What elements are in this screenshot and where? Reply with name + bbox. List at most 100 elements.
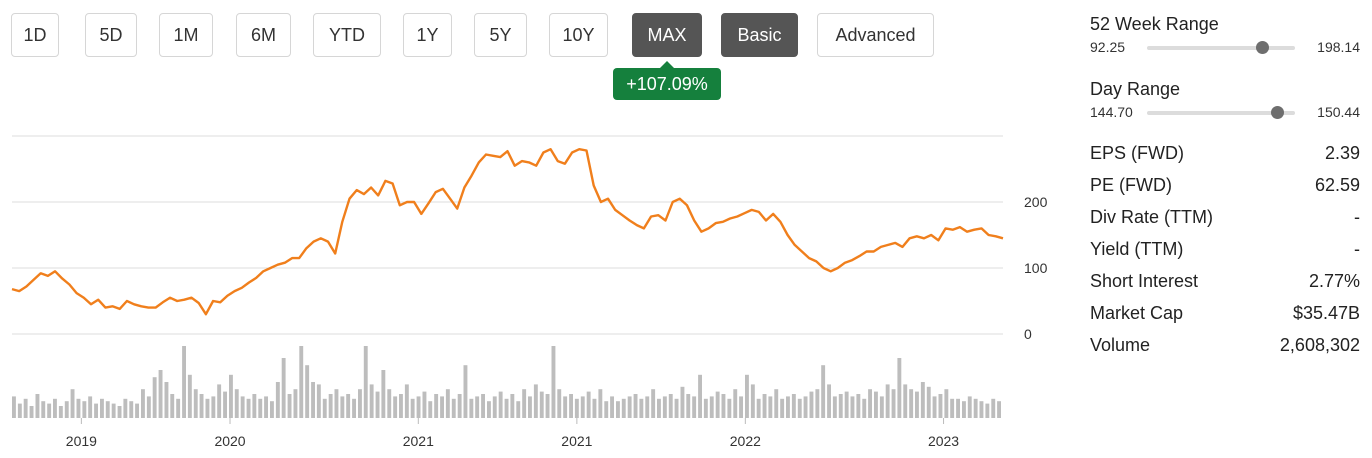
volume-bar [287, 394, 292, 418]
mode-basic-button[interactable]: Basic [721, 13, 798, 57]
volume-bar [944, 389, 949, 418]
volume-bar [369, 384, 374, 418]
volume-bar [926, 386, 931, 418]
volume-bar [733, 389, 738, 418]
volume-bar [258, 398, 263, 418]
volume-bar [721, 394, 726, 418]
volume-bar [58, 406, 63, 418]
volume-bar [962, 401, 966, 418]
volume-bar [668, 394, 673, 418]
day-high: 150.44 [1317, 104, 1360, 120]
volume-bar [135, 403, 139, 418]
volume-bar [698, 374, 702, 418]
volume-bar [270, 401, 274, 418]
volume-bar [557, 389, 562, 418]
volume-bar [862, 398, 867, 418]
volume-bar [182, 346, 186, 418]
range-6m-button[interactable]: 6M [236, 13, 291, 57]
volume-bar [305, 365, 310, 418]
volume-bar [803, 396, 808, 418]
volume-bar [463, 365, 468, 418]
volume-bar [692, 396, 697, 418]
volume-bar [217, 384, 222, 418]
x-tick-label: 2023 [928, 433, 959, 449]
stat-row: PE (FWD) 62.59 [1090, 175, 1360, 199]
volume-bar [563, 396, 568, 418]
volume-bar [123, 398, 128, 418]
volume-bar [504, 398, 509, 418]
volume-bar [141, 389, 145, 418]
volume-bar [627, 396, 632, 418]
volume-bar [358, 389, 362, 418]
volume-bar [275, 382, 280, 418]
week52-range-track [1147, 41, 1295, 54]
volume-bar [399, 394, 403, 418]
volume-bar [674, 398, 679, 418]
volume-bar [316, 384, 321, 418]
range-ytd-button[interactable]: YTD [313, 13, 381, 57]
volume-bar [574, 398, 579, 418]
volume-bar [938, 394, 943, 418]
volume-bar [897, 358, 902, 418]
stat-value: 2.39 [1324, 143, 1360, 163]
volume-bar [311, 382, 315, 418]
volume-bar [832, 396, 837, 418]
volume-bar [950, 398, 955, 418]
volume-bar [193, 389, 198, 418]
volume-bar [985, 403, 990, 418]
volume-bar [105, 401, 110, 418]
volume-bar [786, 396, 790, 418]
volume-bar [569, 394, 573, 418]
volume-bar [827, 384, 831, 418]
stat-row: Yield (TTM) - [1090, 239, 1360, 263]
stat-label: Div Rate (TTM) [1090, 207, 1213, 227]
volume-bar [487, 401, 491, 418]
range-1y-button[interactable]: 1Y [403, 13, 452, 57]
volume-bar [70, 389, 75, 418]
volume-bar [598, 389, 603, 418]
volume-bar [334, 389, 339, 418]
volume-bar [205, 398, 210, 418]
volume-bar [610, 396, 614, 418]
volume-bar [240, 396, 245, 418]
volume-bar [47, 403, 52, 418]
volume-bar [381, 370, 386, 418]
volume-bar [229, 374, 233, 418]
range-1d-button[interactable]: 1D [11, 13, 59, 57]
day-range-title: Day Range [1090, 79, 1181, 99]
volume-bar [780, 398, 785, 418]
volume-bar [932, 396, 937, 418]
volume-bar [838, 394, 843, 418]
volume-bar [791, 394, 796, 418]
volume-bar [709, 396, 714, 418]
stat-value: $35.47B [1292, 303, 1360, 323]
range-10y-button[interactable]: 10Y [549, 13, 608, 57]
volume-bar [146, 396, 151, 418]
volume-bar [727, 398, 732, 418]
volume-bar [657, 398, 661, 418]
volume-bar [768, 396, 773, 418]
volume-bar [434, 394, 439, 418]
mode-advanced-button[interactable]: Advanced [817, 13, 934, 57]
stat-value: 2.77% [1308, 271, 1360, 291]
volume-bar [363, 346, 368, 418]
range-max-button[interactable]: MAX [632, 13, 702, 57]
volume-bar [299, 346, 304, 418]
price-chart[interactable]: 0 100 200 2019 2020 2021 2021 2022 2023 [0, 120, 1060, 450]
volume-bar [616, 401, 620, 418]
volume-bar [745, 374, 749, 418]
volume-bar [516, 401, 521, 418]
stat-row: EPS (FWD) 2.39 [1090, 143, 1360, 167]
volume-bar [41, 401, 46, 418]
volume-bar [750, 384, 755, 418]
range-1m-button[interactable]: 1M [159, 13, 213, 57]
stat-row: Short Interest 2.77% [1090, 271, 1360, 295]
range-5y-button[interactable]: 5Y [474, 13, 527, 57]
volume-bar [510, 394, 515, 418]
volume-bar [903, 384, 908, 418]
volume-bar [264, 396, 268, 418]
range-5d-button[interactable]: 5D [85, 13, 137, 57]
volume-bar [64, 401, 69, 418]
volume-bar [662, 396, 667, 418]
volume-bar [281, 358, 286, 418]
